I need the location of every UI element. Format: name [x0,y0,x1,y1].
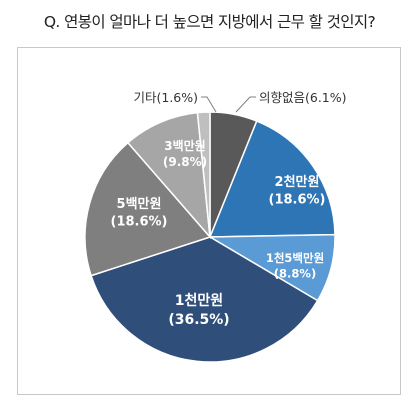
chart-title: Q. 연봉이 얼마나 더 높으면 지방에서 근무 할 것인지? [43,13,376,31]
pie-slice-1 [208,120,336,238]
slice-label-2: 1천5백만원 (8.8%) [266,251,324,281]
slice-label-4: 5백만원 (18.6%) [111,196,168,230]
slice-label-1: 2천만원 (18.6%) [269,174,326,208]
callout-label-6: 기타(1.6%) [133,90,198,105]
pie-slice-5 [126,111,211,240]
slice-label-5: 3백만원 (9.8%) [163,138,207,169]
pie-slice-3 [90,236,319,363]
callout-line-6 [201,96,217,113]
callout-label-0: 의향없음(6.1%) [259,90,347,105]
callout-line-0 [235,96,256,113]
pie-slice-6 [196,111,211,238]
pie-slice-4 [84,141,212,277]
slice-label-3: 1천만원 (36.5%) [168,293,229,328]
